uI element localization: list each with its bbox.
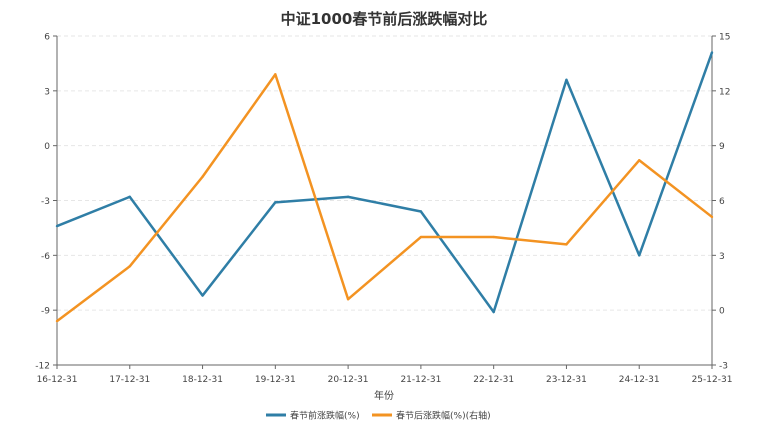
left-tick-label: 3 xyxy=(44,87,50,97)
left-tick-label: -6 xyxy=(41,252,50,262)
data-point xyxy=(128,195,131,199)
data-point xyxy=(638,159,641,162)
data-point xyxy=(565,243,568,246)
data-point xyxy=(710,215,714,219)
data-point xyxy=(346,195,350,199)
right-tick-label: 15 xyxy=(719,33,730,43)
data-point xyxy=(55,224,59,228)
data-point xyxy=(201,175,204,178)
data-point xyxy=(492,235,495,239)
x-tick-label: 24-12-31 xyxy=(619,375,660,385)
data-point xyxy=(492,310,495,314)
series-line-0 xyxy=(56,52,714,314)
x-axis-label: 年份 xyxy=(374,389,394,402)
x-tick-label: 23-12-31 xyxy=(546,375,587,385)
left-tick-label: -12 xyxy=(35,362,50,372)
left-tick-label: -9 xyxy=(41,307,50,317)
x-tick-label: 25-12-31 xyxy=(692,375,733,385)
data-point xyxy=(128,265,131,268)
legend-label: 春节前涨跌幅(%) xyxy=(290,410,360,422)
data-point xyxy=(638,254,641,257)
data-point xyxy=(419,235,423,239)
right-tick-label: 9 xyxy=(719,142,725,152)
x-tick-label: 18-12-31 xyxy=(182,375,223,385)
right-tick-label: 0 xyxy=(719,307,725,317)
x-tick-label: 20-12-31 xyxy=(328,375,369,385)
left-tick-label: 0 xyxy=(44,142,50,152)
x-tick-label: 19-12-31 xyxy=(255,375,296,385)
series-line-1 xyxy=(56,73,713,323)
x-tick-label: 17-12-31 xyxy=(109,375,150,385)
data-point xyxy=(565,78,568,82)
right-tick-label: 12 xyxy=(719,87,730,97)
data-point xyxy=(419,210,423,213)
data-point xyxy=(346,298,350,301)
data-point xyxy=(55,319,59,323)
left-tick-label: 6 xyxy=(44,33,50,43)
chart-title: 中证1000春节前后涨跌幅对比 xyxy=(281,10,488,28)
right-tick-label: -3 xyxy=(719,362,728,372)
x-tick-label: 22-12-31 xyxy=(473,375,514,385)
data-point xyxy=(274,73,277,76)
right-tick-label: 6 xyxy=(719,197,725,207)
right-tick-label: 3 xyxy=(719,252,725,262)
x-tick-label: 21-12-31 xyxy=(400,375,441,385)
data-point xyxy=(710,51,714,54)
legend-label: 春节后涨跌幅(%)(右轴) xyxy=(396,410,491,422)
data-point xyxy=(201,294,204,297)
data-point xyxy=(274,201,277,204)
x-tick-label: 16-12-31 xyxy=(37,375,78,385)
left-tick-label: -3 xyxy=(41,197,50,207)
